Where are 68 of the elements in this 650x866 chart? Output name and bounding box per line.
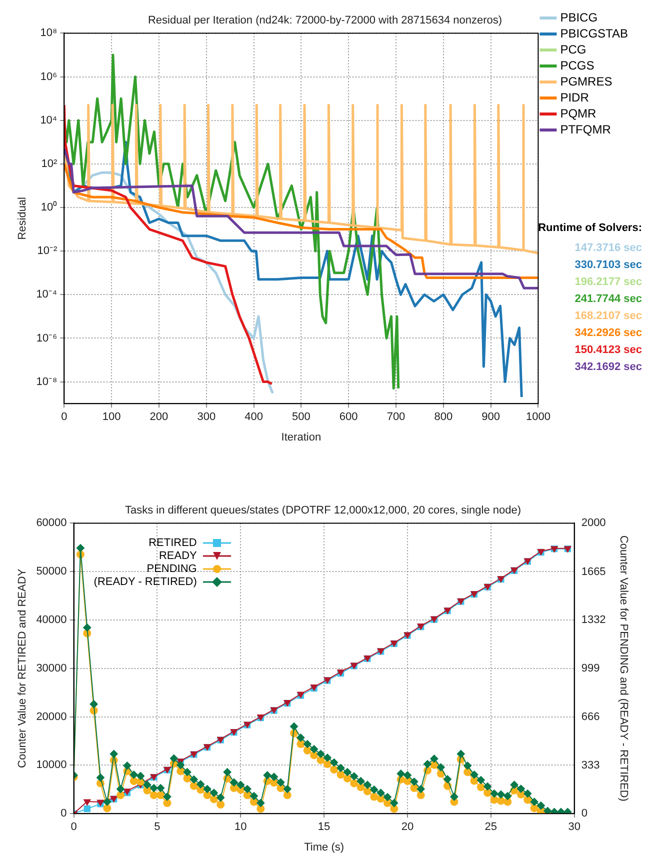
y2-tick-label: 333: [581, 759, 600, 772]
y-tick-label: 10000: [36, 759, 67, 772]
annotation: Runtime of Solvers:: [538, 221, 642, 236]
x-tick-label: 500: [292, 411, 310, 424]
legend-label: PIDR: [560, 90, 590, 104]
legend-label: READY: [158, 550, 197, 562]
legend-label: PENDING: [146, 563, 197, 576]
x-tick-label: 400: [244, 411, 263, 424]
y-tick-label: 30000: [36, 662, 67, 674]
x-tick-label: 200: [150, 411, 168, 424]
text: 147.3716 sec: [574, 241, 642, 256]
y-tick-label: 20000: [36, 710, 67, 723]
x-tick-label: 5: [154, 821, 160, 834]
legend-label: PBICG: [560, 10, 598, 24]
x-axis-title: Iteration: [281, 431, 322, 444]
y2-axis-title: Counter Value for PENDING and (READY - RETIRED): [617, 535, 630, 802]
x-tick-label: 800: [434, 411, 453, 424]
y2-tick-label: 2000: [581, 517, 606, 530]
y2-tick-label: 999: [581, 662, 600, 675]
y-tick-label: 10⁶: [40, 70, 58, 83]
x-tick-label: 25: [484, 821, 498, 834]
legend-label: PQMR: [560, 106, 597, 120]
y-tick-label: 60000: [36, 517, 67, 530]
y-axis-title: Counter Value for RETIRED and READY: [16, 568, 29, 768]
legend-label: PCGS: [560, 58, 594, 72]
x-tick-label: 0: [70, 821, 77, 834]
x-tick-label: 10: [234, 821, 247, 834]
x-tick-label: 300: [197, 411, 216, 424]
legend-label: (READY - RETIRED): [94, 576, 197, 588]
y-tick-label: 10⁻⁶: [36, 332, 58, 344]
text: 150.4123 sec: [574, 343, 642, 358]
chart-title: Residual per Iteration (nd24k: 72000-by-72000 with 28715634 nonzeros): [148, 14, 502, 27]
y-axis-title: Residual: [16, 196, 29, 240]
y-tick-label: 10⁰: [40, 200, 58, 214]
x-tick-label: 20: [401, 821, 414, 834]
text: 342.2926 sec: [574, 326, 642, 341]
y-tick-label: 0: [60, 808, 67, 820]
x-tick-label: 1000: [526, 411, 550, 424]
x-tick-label: 100: [102, 411, 121, 424]
x-tick-label: 600: [339, 411, 358, 424]
y-tick-label: 10²: [41, 158, 58, 170]
x-tick-label: 30: [568, 821, 580, 834]
legend-label: PCG: [560, 42, 586, 56]
text: 241.7744 sec: [574, 292, 642, 307]
y-tick-label: 40000: [36, 614, 67, 626]
y-tick-label: 10⁴: [40, 114, 58, 126]
legend-label: PBICGSTAB: [560, 26, 628, 40]
y-tick-label: 10⁸: [40, 27, 58, 40]
y-tick-label: 10⁻⁴: [36, 288, 58, 301]
legend-label: PTFQMR: [560, 122, 612, 136]
y2-tick-label: 1332: [581, 614, 606, 626]
x-tick-label: 900: [482, 411, 500, 424]
text: 342.1692 sec: [574, 360, 642, 375]
y2-tick-label: 1665: [581, 566, 606, 578]
legend-label: PGMRES: [560, 74, 612, 88]
x-axis-title: Time (s): [304, 841, 344, 854]
text: 196.2177 sec: [574, 275, 642, 290]
x-tick-label: 15: [318, 821, 330, 834]
y2-tick-label: 666: [581, 710, 600, 723]
text: 168.2107 sec: [574, 309, 642, 324]
y-tick-label: 10⁻⁸: [36, 376, 58, 388]
y-tick-label: 50000: [36, 566, 67, 578]
y2-tick-label: 0: [581, 808, 588, 820]
legend-label: RETIRED: [148, 537, 197, 550]
chart-title: Tasks in different queues/states (DPOTRF 12,000x12,000, 20 cores, single node): [124, 504, 522, 517]
y-tick-label: 10⁻²: [37, 245, 58, 258]
text: 330.7103 sec: [574, 258, 642, 273]
x-tick-label: 700: [386, 411, 406, 424]
